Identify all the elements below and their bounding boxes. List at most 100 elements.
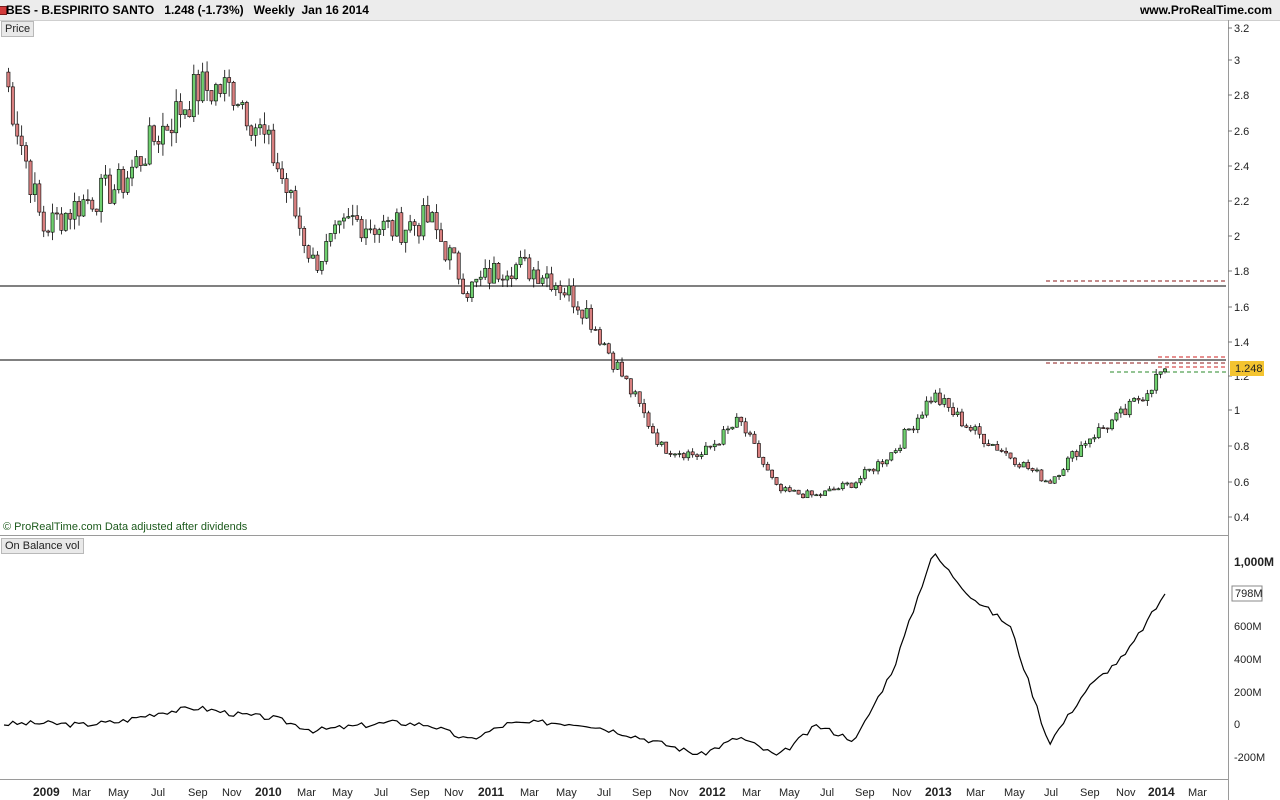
candle-up [470,281,474,298]
candle-down [593,329,598,331]
candle-up [258,124,262,129]
candle-down [743,421,748,434]
candle-up [1061,469,1066,476]
x-tick-label: Sep [855,787,875,799]
candle-down [756,443,761,458]
price-tick-label: 1.8 [1234,266,1249,278]
candle-down [527,257,532,280]
candle-down [165,125,170,131]
candle-down [580,309,585,319]
candle-down [598,329,602,345]
candle-up [854,482,858,488]
candle-down [152,125,156,142]
candle-up [505,275,510,281]
candle-up [933,392,938,403]
candle-down [390,220,395,237]
candle-down [642,403,646,414]
x-tick-label: May [556,787,577,799]
candle-up [884,459,889,465]
obv-tick-label: 200M [1234,687,1262,699]
instrument-flag-icon [0,6,7,15]
candle-up [125,177,130,193]
candle-down [549,273,554,290]
candle-up [403,229,408,243]
candle-up [1088,438,1092,444]
price-tick-label: 1.6 [1234,302,1249,314]
candle-up [103,174,108,179]
obv-tick-label: 1,000M [1234,555,1274,569]
candle-up [677,453,682,455]
price-tick-marks [1228,27,1232,518]
candle-down [244,102,249,127]
candle-down [664,441,669,454]
candle-up [703,445,708,455]
candle-down [205,71,209,91]
candle-down [986,443,991,446]
candle-down [708,445,713,448]
price-tick-label: 2.6 [1234,126,1249,138]
candle-up [1149,389,1154,394]
price-pane-label[interactable]: Price [1,21,35,37]
candle-down [372,228,377,235]
obv-pane-label[interactable]: On Balance vol [1,538,84,554]
site-url[interactable]: www.ProRealTime.com [1139,3,1272,17]
candle-down [275,162,280,170]
candle-down [68,212,73,220]
candle-up [350,215,355,217]
candle-down [774,477,779,485]
candle-down [439,229,443,242]
candle-down [315,254,320,271]
price-tick-label: 0.4 [1234,512,1249,524]
candle-down [637,391,642,404]
candle-up [615,361,620,370]
candle-down [465,293,470,298]
date-label: Jan 16 2014 [301,3,369,17]
candle-down [297,215,302,229]
candle-up [161,125,165,145]
candle-up [1132,398,1136,402]
candle-down [770,469,775,478]
candle-up [920,414,925,419]
candle-up [474,278,479,283]
candle-down [655,432,660,445]
x-axis-labels: 2009 Mar May Jul Sep Nov 2010 Mar May Ju… [33,785,1207,799]
candle-up [1110,419,1114,430]
candle-down [681,453,686,459]
obv-tick-label: -200M [1234,752,1265,764]
candle-up [699,454,704,457]
candle-up [381,220,386,230]
x-tick-label: Mar [966,787,985,799]
candle-down [359,219,364,239]
candle-down [765,463,770,471]
candle-up [602,343,607,346]
candle-up [368,228,373,231]
candle-up [876,461,880,472]
obv-tick-label: 600M [1234,621,1262,633]
candle-down [227,77,232,83]
candle-up [99,177,104,212]
candle-up [686,451,691,459]
candle-up [1035,469,1039,472]
candle-up [893,450,898,453]
candle-up [712,443,717,448]
candle-down [1123,408,1128,416]
candle-up [311,254,315,259]
candle-up [1114,412,1119,421]
candle-up [673,453,677,456]
price-tick-label: 2.8 [1234,90,1249,102]
price-tick-label: 3.2 [1234,23,1249,35]
candle-down [271,129,276,164]
candle-down [24,145,28,162]
candle-down [90,199,95,210]
obv-tick-label: 400M [1234,654,1262,666]
candle-down [1101,427,1106,429]
candle-down [523,256,527,259]
candle-down [196,74,201,102]
x-tick-label: Jul [1044,787,1058,799]
candle-up [1158,371,1163,375]
x-tick-label: Mar [520,787,539,799]
x-tick-label: 2009 [33,785,60,799]
x-tick-label: Sep [410,787,430,799]
candle-down [280,168,285,179]
